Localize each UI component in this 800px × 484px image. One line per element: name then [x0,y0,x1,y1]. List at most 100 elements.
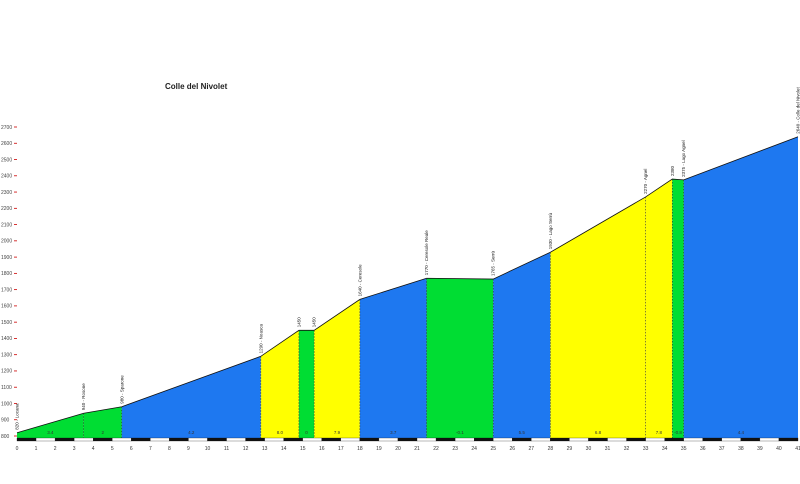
poi-label: 820 - Locana [15,403,20,430]
segment-area-3 [260,330,299,438]
x-tick-label: 39 [757,446,763,452]
chart-title: Colle del Nivolet [165,82,228,91]
x-axis-km-bar [435,437,456,442]
y-tick-label: 1900 [1,255,12,261]
x-tick-label: 27 [529,446,535,452]
poi-label: 2270 - Agnel [643,169,648,194]
x-axis-km-bar [54,437,75,442]
x-tick-label: 15 [300,446,306,452]
x-tick-label: 37 [719,446,725,452]
y-tick-label: 2500 [1,157,12,163]
x-tick-label: 41 [795,446,800,452]
x-tick-label: 11 [224,446,229,452]
x-axis-km-bar [759,437,780,442]
x-axis-km-bar [740,437,761,442]
x-tick-label: 31 [605,446,611,452]
x-axis-km-bar [454,437,475,442]
x-axis-km-bar [264,437,284,442]
segment-area-7 [426,278,494,438]
segment-area-6 [359,278,427,438]
y-tick-label: 2600 [1,141,12,147]
y-tick-label: 1500 [1,320,12,326]
x-axis-km-bar [588,437,608,442]
segment-gradient-label: 4.2 [188,430,195,435]
y-tick-label: 1600 [1,304,12,310]
x-tick-label: 34 [662,446,668,452]
profile-line [16,136,799,434]
x-axis-km-bar [550,437,570,442]
poi-label: 980 - Sparone [119,375,124,404]
x-tick-label: 9 [187,446,190,452]
segment-area-10 [645,179,673,438]
segment-area-5 [314,299,360,438]
x-tick-label: 38 [738,446,744,452]
segment-gradient-label: 6.8 [595,430,602,435]
x-axis: 0 1 2 3 4 5 6 7 8 9 10 11 12 13 14 15 16 17 18 19 20 21 22 23 24… [16,437,800,452]
segment-area-4 [298,330,315,438]
poi-label: 1450 [312,317,317,328]
segment-gradient-label: 4.4 [738,430,745,435]
x-tick-label: 19 [376,446,382,452]
x-axis-km-bar [512,437,532,442]
x-tick-label: 4 [92,446,95,452]
y-tick-label: 2300 [1,190,12,196]
poi-label: 2640 - Colle del Nivolet [796,86,800,133]
x-axis-km-bar [378,437,399,442]
x-tick-label: 3 [73,446,76,452]
x-axis-km-bar [683,437,703,442]
x-axis-km-bar [340,437,361,442]
segment-gradient-label: -0.8 [674,430,682,435]
segment-gradient-label: 2 [101,430,104,435]
y-tick-label: 800 [1,434,10,440]
segment-area-8 [493,252,551,438]
segment-gradient-labels: 3.4 2 4.2 8.0 0 7.9 3.7 -0.1 5.5 6.8 7.8 -0.8 4.4 [47,430,744,435]
poi-label: 1290 - Noasca [258,324,263,354]
x-axis-km-bar [531,437,551,442]
x-tick-label: 21 [414,446,420,452]
x-axis-km-bar [493,437,513,442]
poi-label: 1450 [296,317,301,328]
x-axis-km-bar [73,437,94,442]
segment-area-1 [83,406,122,438]
segment-dividers [83,179,685,438]
poi-label: 1930 - Lago Serrù [548,212,553,249]
x-axis-km-bar [207,437,227,442]
segment-area-2 [121,356,261,438]
y-tick-label: 1200 [1,369,12,375]
y-tick-label: 1700 [1,287,12,293]
y-tick-label: 1800 [1,271,12,277]
poi-label: 1770 - Ceresole Reale [424,230,429,276]
poi-label: 1765 - Serrù [491,251,496,277]
x-tick-label: 35 [681,446,687,452]
x-axis-km-bar [302,437,322,442]
y-tick-label: 1400 [1,336,12,342]
x-tick-label: 23 [452,446,458,452]
x-tick-label: 2 [54,446,57,452]
x-tick-label: 17 [338,446,344,452]
segment-area-0 [17,413,84,438]
x-axis-km-bar [702,437,722,442]
y-tick-label: 1000 [1,401,12,407]
x-tick-label: 10 [205,446,211,452]
x-tick-label: 29 [567,446,573,452]
x-tick-label: 20 [395,446,401,452]
segment-area-11 [672,179,684,438]
points-of-interest: 820 - Locana 940 - Rosone 980 - Sparone 129… [15,86,800,429]
x-axis-km-bar [112,437,132,442]
segment-area-9 [550,196,646,438]
y-axis: 800 900 1000 1100 1200 1300 1400 1500 1600 1700 18… [1,125,17,440]
x-axis-km-bar [226,437,246,442]
poi-label: 2375 - Lago Agnel [681,140,686,177]
x-tick-label: 32 [624,446,630,452]
y-tick-label: 2100 [1,222,12,228]
x-tick-label: 6 [130,446,133,452]
segment-gradient-label: 8.0 [277,430,284,435]
x-axis-km-bar [721,437,742,442]
segment-gradient-label: 0 [305,430,308,435]
x-tick-label: 13 [262,446,268,452]
x-axis-km-bar [626,437,646,442]
segment-area-12 [683,136,798,439]
y-tick-label: 900 [1,418,10,424]
x-axis-km-bar [188,437,208,442]
